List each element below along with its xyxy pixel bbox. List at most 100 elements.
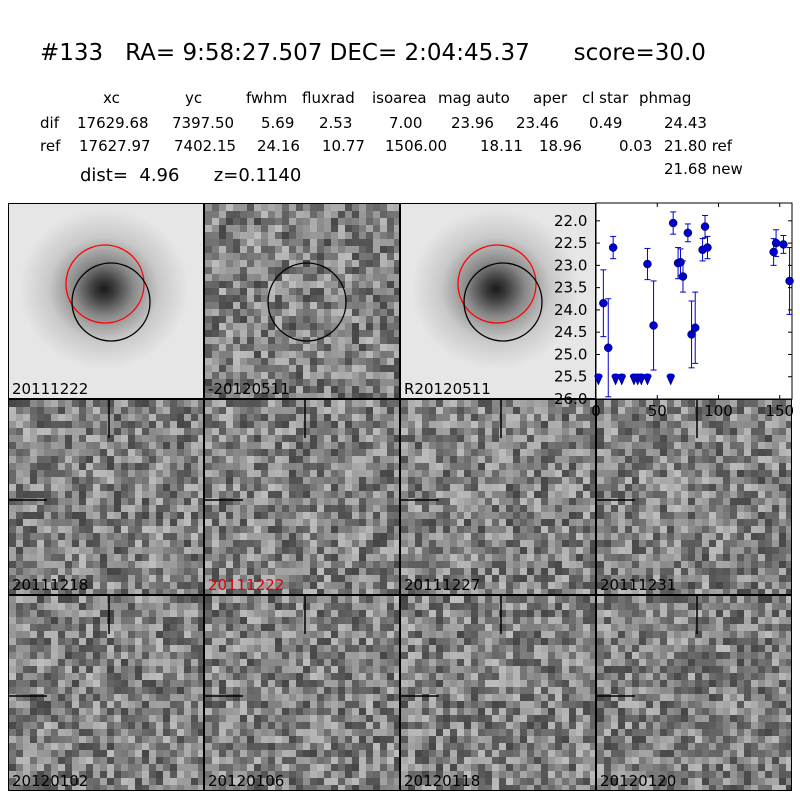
column-header: isoarea <box>372 89 427 107</box>
black-aperture-circle <box>71 262 151 342</box>
table-cell: 17629.68 <box>77 114 149 132</box>
x-tick-label: 100 <box>704 402 733 420</box>
page-title: #133 RA= 9:58:27.507 DEC= 2:04:45.37 sco… <box>40 40 706 66</box>
table-cell: 18.11 <box>480 137 523 155</box>
black-aperture-circle <box>267 262 347 342</box>
data-point <box>608 243 618 252</box>
data-point <box>668 218 678 228</box>
x-tick-label: 150 <box>765 402 794 420</box>
image-noise <box>205 596 399 790</box>
data-point <box>779 240 788 249</box>
data-point <box>604 343 613 353</box>
table-cell: 24.43 <box>664 114 707 132</box>
x-tick-label: 0 <box>591 402 601 420</box>
data-point <box>771 238 781 248</box>
y-tick-label: 23.0 <box>554 256 587 274</box>
data-point <box>643 259 652 269</box>
image-panel-galaxy: R20120511 <box>400 203 596 399</box>
data-point <box>703 243 712 252</box>
column-header: mag auto <box>438 89 510 107</box>
panel-date-label: -20120511 <box>208 380 290 398</box>
upper-limit-marker-cap <box>666 373 675 379</box>
x-tick-label: 50 <box>648 402 667 420</box>
panel-date-label: 20120102 <box>12 772 89 790</box>
y-tick-label: 26.0 <box>554 390 587 408</box>
image-panel-noise: 20120120 <box>596 595 792 791</box>
black-aperture-circle <box>463 262 543 342</box>
table-cell: 17627.97 <box>79 137 151 155</box>
row-label-ref: ref <box>40 137 61 155</box>
image-noise <box>401 400 595 594</box>
image-noise <box>597 596 791 790</box>
upper-limit-marker-cap <box>617 373 626 379</box>
y-tick-label: 22.5 <box>554 234 587 252</box>
panel-date-label: 20111231 <box>600 576 677 594</box>
table-cell: 18.96 <box>539 137 582 155</box>
data-point <box>678 272 688 281</box>
upper-limit-marker-cap <box>594 373 603 379</box>
data-point <box>649 321 658 330</box>
phmag-new-value: 21.68 new <box>664 160 743 178</box>
panel-date-label: 20111227 <box>404 576 481 594</box>
image-noise <box>9 400 203 594</box>
image-panel-galaxy: 20111222 <box>8 203 204 399</box>
table-cell: 0.03 <box>619 137 653 155</box>
image-panel-noise: 20111227 <box>400 399 596 595</box>
y-tick-label: 23.5 <box>554 279 587 297</box>
table-cell: 21.80 ref <box>664 137 733 155</box>
table-cell: 5.69 <box>261 114 295 132</box>
panel-date-label: 20111218 <box>12 576 89 594</box>
table-cell: 0.49 <box>589 114 623 132</box>
table-cell: 2.53 <box>319 114 353 132</box>
red-aperture-circle <box>65 244 145 324</box>
image-panel-noise: 20120102 <box>8 595 204 791</box>
image-panel-noise: 20111231 <box>596 399 792 595</box>
table-cell: 1506.00 <box>385 137 448 155</box>
column-header: xc <box>103 89 120 107</box>
panel-date-label: 20120118 <box>404 772 481 790</box>
column-header: fluxrad <box>302 89 355 107</box>
data-point <box>599 298 608 308</box>
y-tick-label: 24.5 <box>554 323 587 341</box>
panel-date-label: 20111222 <box>12 380 89 398</box>
y-tick-label: 24.0 <box>554 301 587 319</box>
column-header: yc <box>185 89 203 107</box>
image-panel-diff: -20120511 <box>204 203 400 399</box>
image-galaxy <box>401 204 595 398</box>
table-cell: 7397.50 <box>172 114 235 132</box>
column-header: cl star <box>582 89 629 107</box>
light-curve-chart: 22.0 22.5 23.0 23.5 24.0 24.5 25.0 25.5 26.0 0 50 1… <box>554 202 794 420</box>
data-point <box>683 228 693 238</box>
table-cell: 7.00 <box>389 114 423 132</box>
light-curve-svg: 22.0 22.5 23.0 23.5 24.0 24.5 25.0 25.5 26.00 50 1… <box>554 202 794 420</box>
table-cell: 7402.15 <box>174 137 237 155</box>
upper-limit-marker-cap <box>637 373 646 379</box>
red-aperture-circle <box>457 244 537 324</box>
distance-redshift-line: dist= 4.96 z=0.1140 <box>80 165 302 186</box>
column-header: aper <box>533 89 568 107</box>
upper-limit-marker-cap <box>643 373 652 379</box>
data-point <box>785 276 794 286</box>
image-panel-noise: 20111222 <box>204 399 400 595</box>
upper-limit-marker-cap <box>611 373 620 379</box>
image-diff <box>205 204 399 398</box>
table-cell: 23.46 <box>516 114 559 132</box>
image-panel-noise: 20120106 <box>204 595 400 791</box>
table-cell: 10.77 <box>322 137 365 155</box>
panel-date-label: 20120120 <box>600 772 677 790</box>
image-noise <box>597 400 791 594</box>
image-noise <box>9 596 203 790</box>
image-panel-noise: 20120118 <box>400 595 596 791</box>
panel-date-label: R20120511 <box>404 380 491 398</box>
image-noise <box>401 596 595 790</box>
column-header: fwhm <box>246 89 288 107</box>
table-cell: 23.96 <box>451 114 494 132</box>
y-tick-label: 25.0 <box>554 345 587 363</box>
data-point <box>700 222 710 231</box>
image-panel-noise: 20111218 <box>8 399 204 595</box>
table-cell: 24.16 <box>257 137 300 155</box>
panel-date-label: 20111222 <box>208 576 285 594</box>
row-label-dif: dif <box>40 114 59 132</box>
y-tick-label: 22.0 <box>554 212 587 230</box>
panel-date-label: 20120106 <box>208 772 285 790</box>
